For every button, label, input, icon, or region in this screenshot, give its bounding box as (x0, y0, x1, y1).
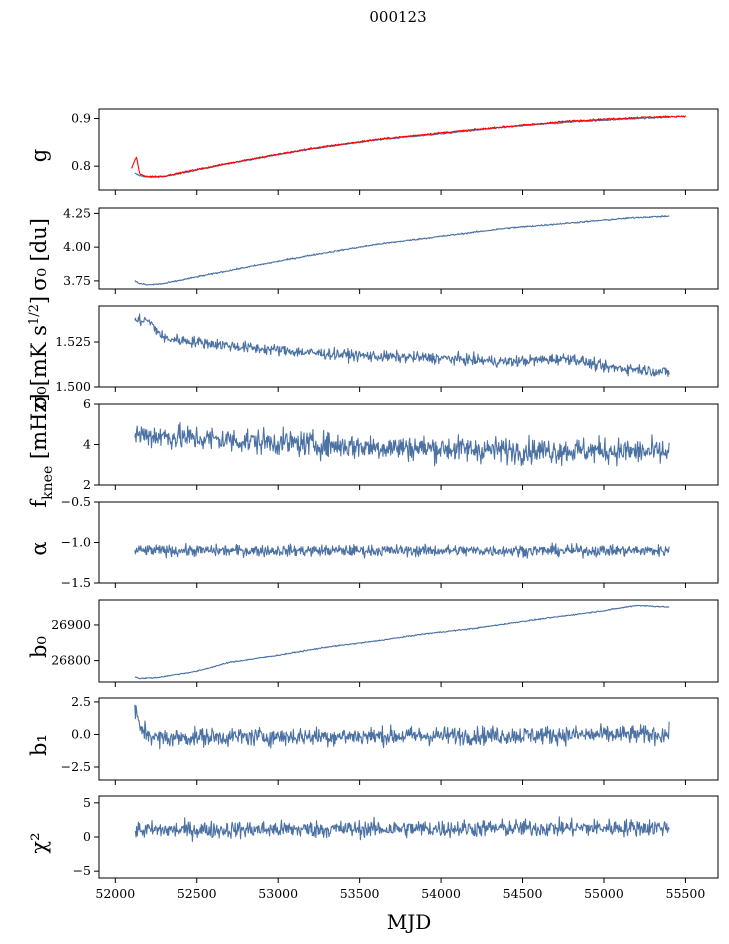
panel-sigma0-du: 3.75 4.00 4.25 σ₀ [du] (27, 205, 719, 294)
y-tick-label-b1-0: −2.5 (61, 759, 91, 774)
y-tick-label-sigma0-mk-0: 1.500 (55, 379, 91, 394)
panel-chi2: −5 0 5 χ² (27, 795, 719, 883)
y-axis-label-b1: b₁ (27, 734, 51, 756)
y-axis-label-chi2: χ² (27, 832, 51, 853)
x-tick-label-4: 54000 (421, 886, 461, 901)
figure-title: 000123 (369, 8, 426, 26)
y-tick-label-fknee-1: 4 (83, 437, 91, 452)
y-tick-label-sigma0-mk-1: 1.525 (55, 334, 91, 349)
y-tick-label-chi2-0: −5 (73, 863, 91, 878)
series-line-g-1 (131, 115, 686, 178)
y-tick-label-alpha-1: −1.0 (61, 535, 91, 550)
y-tick-label-alpha-0: −1.5 (61, 575, 91, 590)
axes-frame-sigma0-mk (98, 305, 719, 388)
y-tick-label-alpha-2: −0.5 (61, 494, 91, 509)
y-tick-label-chi2-1: 0 (83, 829, 91, 844)
x-tick-label-5: 54500 (503, 886, 543, 901)
y-tick-label-sigma0-du-1: 4.00 (63, 239, 91, 254)
y-axis-label-sigma0-mk: σ₀[mK s1/2] (27, 296, 51, 409)
series-line-g-0 (134, 116, 670, 179)
panel-g: 0.8 0.9 g (27, 108, 719, 195)
y-axis-label-sigma0-du: σ₀ [du] (27, 218, 51, 291)
x-axis-label: MJD (387, 910, 432, 934)
x-tick-label-7: 55500 (666, 886, 706, 901)
y-axis-label-b0: b₀ (27, 636, 51, 658)
y-tick-label-g-1: 0.9 (71, 111, 91, 126)
y-tick-label-b1-2: 2.5 (71, 694, 91, 709)
y-tick-label-sigma0-du-2: 4.25 (63, 205, 91, 220)
x-axis: 52000 52500 53000 53500 54000 54500 55000 55500 (95, 886, 705, 901)
y-tick-label-chi2-2: 5 (83, 795, 91, 810)
y-tick-label-fknee-2: 6 (83, 396, 91, 411)
x-tick-label-6: 55000 (584, 886, 624, 901)
panels: 0.8 0.9 g 3.75 4.00 4.25 σ₀ [du] 1.500 1.525 σ₀[m… (27, 108, 719, 883)
y-axis-label-g: g (27, 149, 51, 162)
panel-fknee: 2 4 6 fknee [mHz] (27, 393, 719, 508)
x-tick-label-1: 52500 (177, 886, 217, 901)
y-tick-label-sigma0-du-0: 3.75 (63, 273, 91, 288)
axes-frame-g (98, 108, 719, 191)
series-line-alpha-0 (134, 542, 670, 559)
panel-b1: −2.5 0.0 2.5 b₁ (27, 694, 719, 785)
y-tick-label-b0-1: 26900 (51, 617, 91, 632)
y-tick-label-b1-1: 0.0 (71, 726, 91, 741)
y-tick-label-b0-0: 26800 (51, 653, 91, 668)
axes-frame-sigma0-du (98, 207, 719, 290)
panel-alpha: −1.5 −1.0 −0.5 α (27, 494, 719, 590)
series-line-b0-0 (134, 604, 670, 680)
x-tick-label-2: 53000 (258, 886, 298, 901)
axes-frame-b1 (98, 697, 719, 781)
panel-sigma0-mk: 1.500 1.525 σ₀[mK s1/2] (27, 296, 719, 409)
y-axis-label-alpha: α (27, 541, 51, 555)
series-line-fknee-0 (134, 422, 670, 467)
y-tick-label-fknee-0: 2 (83, 477, 91, 492)
y-tick-label-g-0: 0.8 (71, 158, 91, 173)
series-line-b1-0 (134, 704, 670, 750)
x-tick-label-3: 53500 (340, 886, 380, 901)
axes-frame-alpha (98, 501, 719, 584)
axes-frame-b0 (98, 599, 719, 683)
series-line-sigma0-du-0 (134, 214, 670, 286)
series-line-chi2-0 (134, 816, 670, 843)
x-tick-label-0: 52000 (95, 886, 135, 901)
series-line-sigma0-mk-0 (134, 313, 670, 378)
y-axis-label-fknee: fknee [mHz] (27, 393, 56, 507)
